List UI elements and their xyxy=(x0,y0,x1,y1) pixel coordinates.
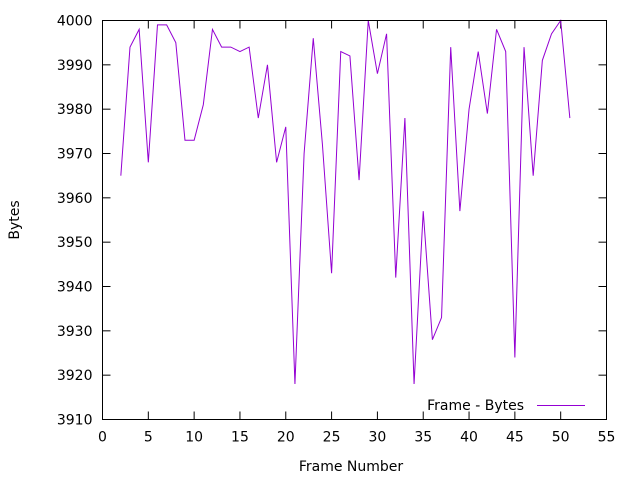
x-tick-label: 55 xyxy=(598,430,616,446)
x-tick-label: 25 xyxy=(323,430,341,446)
data-point xyxy=(285,127,286,128)
data-point xyxy=(185,140,186,141)
y-tick-label: 3970 xyxy=(57,147,93,163)
y-tick-label: 3920 xyxy=(57,368,93,384)
y-axis-label: Bytes xyxy=(7,200,23,239)
data-point xyxy=(414,384,415,385)
y-tick-label: 3990 xyxy=(57,58,93,74)
data-point xyxy=(221,47,222,48)
data-point xyxy=(331,273,332,274)
y-tick-label: 3930 xyxy=(57,324,93,340)
data-point xyxy=(359,180,360,181)
data-point xyxy=(377,73,378,74)
data-point xyxy=(130,47,131,48)
x-tick-label: 0 xyxy=(98,430,107,446)
data-point xyxy=(542,60,543,61)
data-point xyxy=(551,33,552,34)
data-point xyxy=(258,118,259,119)
data-point xyxy=(386,33,387,34)
x-tick-label: 50 xyxy=(552,430,570,446)
y-tick-label: 3960 xyxy=(57,191,93,207)
data-point xyxy=(469,109,470,110)
data-point xyxy=(395,277,396,278)
data-point xyxy=(340,51,341,52)
data-point xyxy=(322,144,323,145)
legend: Frame - Bytes xyxy=(427,398,585,414)
legend-label: Frame - Bytes xyxy=(427,398,524,414)
data-point xyxy=(313,38,314,39)
data-point xyxy=(405,118,406,119)
data-point xyxy=(230,47,231,48)
data-point xyxy=(175,42,176,43)
data-point xyxy=(478,51,479,52)
data-point xyxy=(487,113,488,114)
data-point xyxy=(267,64,268,65)
data-point xyxy=(276,162,277,163)
y-tick-label: 3940 xyxy=(57,280,93,296)
x-tick-label: 35 xyxy=(414,430,432,446)
x-tick-label: 40 xyxy=(460,430,478,446)
data-point xyxy=(423,211,424,212)
y-tick-label: 4000 xyxy=(57,14,93,30)
data-point xyxy=(304,153,305,154)
data-point xyxy=(533,175,534,176)
x-tick-label: 10 xyxy=(185,430,203,446)
data-point xyxy=(212,29,213,30)
data-point xyxy=(505,51,506,52)
x-tick-label: 20 xyxy=(277,430,295,446)
data-point xyxy=(432,339,433,340)
data-point xyxy=(295,384,296,385)
data-point xyxy=(350,56,351,57)
data-point xyxy=(441,317,442,318)
x-tick-label: 15 xyxy=(231,430,249,446)
y-tick-label: 3910 xyxy=(57,413,93,429)
x-tick-label: 30 xyxy=(368,430,386,446)
data-point xyxy=(496,29,497,30)
series-line xyxy=(120,19,571,385)
data-point xyxy=(139,29,140,30)
y-tick-label: 3980 xyxy=(57,102,93,118)
data-point xyxy=(157,25,158,26)
data-point xyxy=(569,118,570,119)
data-point xyxy=(249,47,250,48)
data-point xyxy=(459,211,460,212)
x-tick-label: 5 xyxy=(144,430,153,446)
axis-ticks xyxy=(102,20,607,420)
data-point xyxy=(240,51,241,52)
y-tick-label: 3950 xyxy=(57,235,93,251)
axis-tick-labels: 0 5 10 15 20 25 30 35 40 45 50 55 3910 3920 3930 3940 39… xyxy=(57,14,616,446)
series-layer xyxy=(120,19,571,385)
data-point xyxy=(203,104,204,105)
x-tick-label: 45 xyxy=(506,430,524,446)
data-point xyxy=(194,140,195,141)
data-point xyxy=(166,25,167,26)
data-point xyxy=(120,175,121,176)
data-point xyxy=(524,47,525,48)
plot-frame xyxy=(102,20,607,420)
data-point xyxy=(148,162,149,163)
x-axis-label: Frame Number xyxy=(299,459,404,475)
data-point xyxy=(450,47,451,48)
data-point xyxy=(514,357,515,358)
